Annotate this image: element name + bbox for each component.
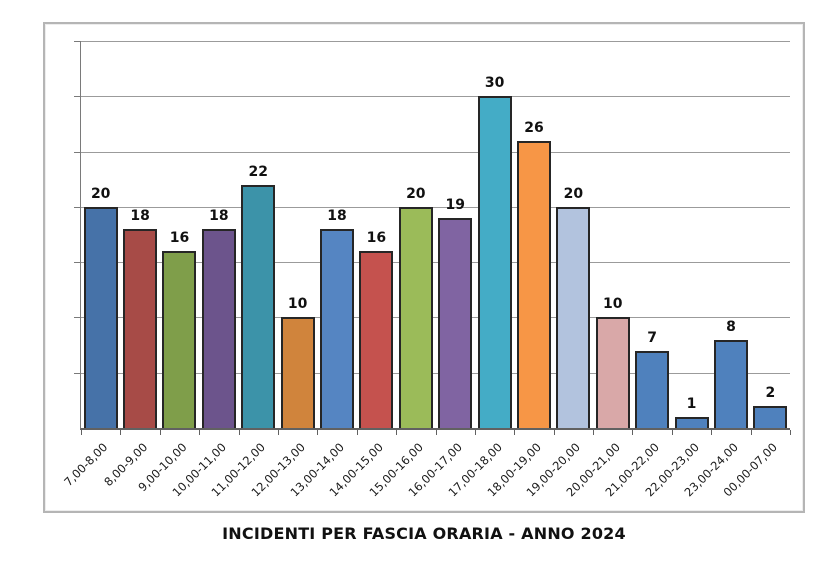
category-slot: 20	[396, 41, 435, 428]
bar	[438, 217, 473, 428]
gridline	[81, 96, 790, 98]
bar-value-label: 18	[209, 207, 229, 224]
x-axis-tick	[159, 430, 161, 435]
x-axis-tick	[671, 430, 673, 435]
y-axis-tick	[74, 96, 81, 98]
bar	[241, 184, 276, 428]
plot-area: 20 18 16 18 22 10 18 16 20 19 30 26 20 10 7 1 8 2 7,00-8,…	[62, 41, 791, 499]
x-axis-labels: 7,00-8,00 8,00-9,00 9,00-10,00 10,00-11,00 1…	[62, 440, 790, 520]
bar	[477, 96, 512, 428]
category-slot: 10	[278, 41, 317, 428]
bar-value-label: 7	[647, 329, 658, 346]
bar	[320, 228, 355, 428]
gridline	[81, 262, 790, 264]
bar	[713, 339, 748, 428]
bar	[556, 206, 591, 428]
y-axis-tick	[74, 262, 81, 264]
bar-value-label: 20	[90, 185, 111, 202]
x-axis-tick	[356, 430, 358, 435]
category-slot: 7	[632, 41, 671, 428]
gridline	[81, 41, 790, 42]
bar-value-label: 30	[484, 75, 505, 92]
bar	[83, 206, 118, 428]
bar-value-label: 2	[765, 384, 776, 401]
x-axis-tick	[750, 430, 752, 435]
chart-frame: 20 18 16 18 22 10 18 16 20 19 30 26 20 10 7 1 8 2 7,00-8,…	[43, 22, 805, 513]
bar-value-label: 22	[248, 163, 268, 180]
bars-layer: 20 18 16 18 22 10 18 16 20 19 30 26 20 10 7 1 8 2	[81, 41, 790, 428]
gridline	[81, 206, 790, 208]
bar-value-label: 18	[130, 207, 150, 224]
bar	[162, 251, 197, 428]
bar	[674, 416, 709, 428]
category-slot: 16	[357, 41, 396, 428]
category-slot: 18	[120, 41, 159, 428]
bar	[280, 317, 315, 428]
bar-value-label: 18	[327, 207, 347, 224]
category-slot: 22	[239, 41, 278, 428]
x-axis-tick	[81, 430, 82, 435]
category-slot: 1	[672, 41, 711, 428]
x-axis-tick	[514, 430, 516, 435]
x-axis-tick	[120, 430, 122, 435]
y-axis-tick	[74, 206, 81, 208]
category-slot: 18	[199, 41, 238, 428]
x-axis-tick	[238, 430, 240, 435]
bar	[123, 228, 158, 428]
gridline	[81, 372, 790, 374]
bar-value-label: 10	[287, 296, 308, 313]
bar-value-label: 26	[524, 119, 544, 136]
bar-value-label: 16	[169, 230, 190, 247]
bar-value-label: 10	[603, 296, 623, 313]
category-slot: 18	[317, 41, 356, 428]
x-axis-tick	[711, 430, 713, 435]
y-axis-tick	[74, 317, 81, 319]
bar-value-label: 20	[406, 185, 426, 202]
category-slot: 30	[475, 41, 514, 428]
x-axis-ticks	[81, 428, 791, 435]
gridline	[81, 317, 790, 319]
bar	[201, 228, 236, 428]
category-slot: 26	[514, 41, 553, 428]
x-axis-tick	[593, 430, 595, 435]
bar-value-label: 1	[686, 395, 697, 412]
x-axis-tick	[317, 430, 319, 435]
x-axis-tick	[396, 430, 398, 435]
category-slot: 19	[436, 41, 475, 428]
bar-value-label: 19	[445, 196, 465, 213]
bar	[635, 350, 670, 428]
category-slot: 2	[751, 41, 790, 428]
category-slot: 10	[593, 41, 632, 428]
x-axis-tick	[790, 430, 791, 435]
bar	[398, 206, 433, 428]
x-axis-tick	[553, 430, 555, 435]
y-axis-tick	[74, 372, 81, 374]
bar	[753, 405, 788, 428]
chart-title: INCIDENTI PER FASCIA ORARIA - ANNO 2024	[222, 524, 626, 543]
bar-value-label: 8	[726, 318, 736, 335]
category-slot: 20	[554, 41, 593, 428]
x-axis-tick	[199, 430, 201, 435]
bar	[359, 251, 394, 428]
x-axis-tick	[474, 430, 476, 435]
gridline	[81, 151, 790, 153]
y-axis-tick	[74, 41, 81, 42]
x-axis-tick	[277, 430, 279, 435]
category-slot: 20	[81, 41, 120, 428]
x-axis-tick	[435, 430, 437, 435]
bar-value-label: 16	[366, 230, 387, 247]
x-axis-tick	[632, 430, 634, 435]
y-axis-tick	[74, 151, 81, 153]
category-slot: 8	[711, 41, 750, 428]
bar-value-label: 20	[563, 185, 584, 202]
bar	[516, 140, 551, 428]
category-slot: 16	[160, 41, 199, 428]
bar	[595, 317, 630, 428]
